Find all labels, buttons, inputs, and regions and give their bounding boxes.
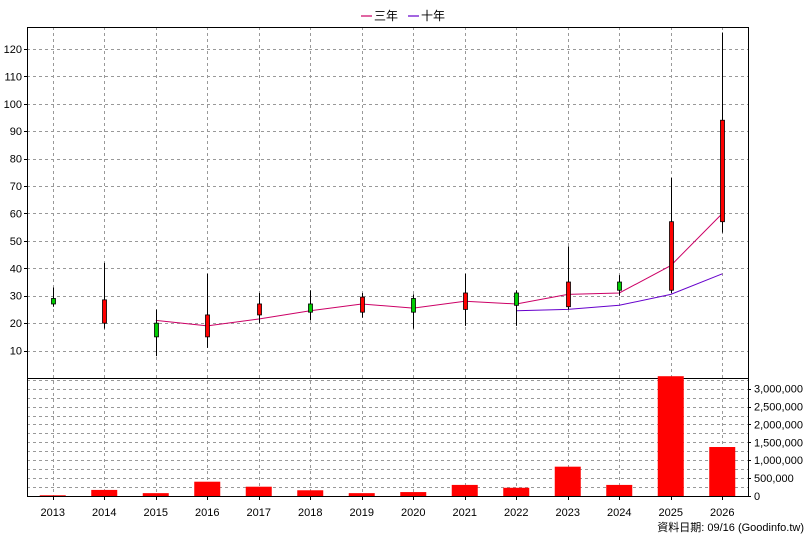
volume-tick-label: 0 (754, 491, 760, 503)
volume-bar (245, 486, 272, 496)
candle-body (205, 314, 210, 338)
volume-axis-ticks: 0 500,000 1,000,000 1,500,000 2,000,000 2,500… (748, 384, 803, 503)
x-axis-ticks: 2013 2014 2015 2016 2017 2018 2019 2020 2021 2022… (41, 496, 734, 519)
volume-tick-label: 2,500,000 (754, 402, 803, 414)
ma-3y-line (155, 213, 723, 327)
volume-bar (709, 447, 736, 496)
candle (617, 275, 622, 296)
source-note: 資料日期: 09/16 (Goodinfo.tw) (657, 520, 804, 534)
ma-10y-line (516, 273, 723, 312)
price-tick-label: 30 (10, 291, 22, 303)
candle-body (463, 292, 468, 310)
candle-body (154, 322, 159, 338)
candle (669, 177, 674, 293)
candle (463, 273, 468, 326)
candle-body (566, 281, 571, 308)
volume-bar (451, 484, 478, 496)
volume-bars (39, 376, 736, 496)
volume-bar (606, 484, 633, 496)
x-tick-label: 2023 (556, 507, 580, 519)
plot-border (27, 27, 749, 497)
candle (566, 246, 571, 310)
volume-tick-label: 1,000,000 (754, 455, 803, 467)
candle (257, 292, 262, 324)
volume-bar (39, 495, 66, 496)
x-tick-label: 2024 (607, 507, 631, 519)
candle-body (720, 119, 725, 223)
x-tick-label: 2025 (659, 507, 683, 519)
candle-body (617, 281, 622, 291)
candle (360, 292, 365, 318)
volume-bar (348, 493, 375, 496)
x-tick-label: 2016 (195, 507, 219, 519)
x-tick-label: 2022 (504, 507, 528, 519)
candle (51, 287, 56, 307)
candle-body (51, 298, 56, 305)
legend-label-10y: 十年 (421, 9, 445, 23)
volume-bar (91, 489, 118, 496)
price-tick-label: 60 (10, 208, 22, 220)
volume-bar (554, 466, 581, 496)
candle (411, 294, 416, 329)
x-tick-label: 2017 (247, 507, 271, 519)
candle-body (360, 296, 365, 313)
x-tick-label: 2021 (453, 507, 477, 519)
x-tick-label: 2014 (92, 507, 116, 519)
grid (27, 27, 748, 496)
candle-body (257, 303, 262, 316)
x-tick-label: 2015 (144, 507, 168, 519)
price-tick-label: 40 (10, 263, 22, 275)
candle (514, 290, 519, 326)
x-tick-label: 2020 (401, 507, 425, 519)
price-tick-label: 90 (10, 126, 22, 138)
volume-tick-label: 500,000 (754, 473, 794, 485)
volume-tick-label: 1,500,000 (754, 437, 803, 449)
candle-body (411, 298, 416, 313)
candle (205, 273, 210, 348)
volume-bar (657, 376, 684, 496)
volume-tick-label: 2,000,000 (754, 419, 803, 431)
volume-tick-label: 3,000,000 (754, 384, 803, 396)
price-tick-label: 110 (4, 71, 22, 83)
volume-bar (194, 481, 221, 496)
x-tick-label: 2018 (298, 507, 322, 519)
x-tick-label: 2026 (710, 507, 734, 519)
volume-bar (503, 487, 530, 496)
price-tick-label: 80 (10, 154, 22, 166)
price-tick-label: 50 (10, 236, 22, 248)
candle-body (514, 292, 519, 306)
x-tick-label: 2019 (350, 507, 374, 519)
price-tick-label: 100 (4, 99, 22, 111)
legend-label-3y: 三年 (374, 9, 398, 23)
candle-body (308, 303, 313, 313)
price-tick-label: 20 (10, 318, 22, 330)
volume-bar (297, 490, 324, 496)
x-tick-label: 2013 (41, 507, 65, 519)
moving-average-lines (155, 213, 723, 327)
legend: 三年 十年 (361, 9, 445, 23)
price-tick-label: 10 (10, 346, 22, 358)
candle (102, 262, 107, 329)
price-axis-ticks: 10 20 30 40 50 60 70 80 90 100 110 120 (4, 44, 27, 358)
candle (154, 309, 159, 357)
price-tick-label: 120 (4, 44, 22, 56)
volume-bar (400, 492, 427, 496)
candle (720, 32, 725, 233)
volume-bar (142, 493, 169, 496)
candle (308, 290, 313, 321)
candle-body (669, 221, 674, 291)
candles (51, 32, 725, 357)
candle-body (102, 299, 107, 324)
plot-frame (27, 27, 749, 497)
price-tick-label: 70 (10, 181, 22, 193)
